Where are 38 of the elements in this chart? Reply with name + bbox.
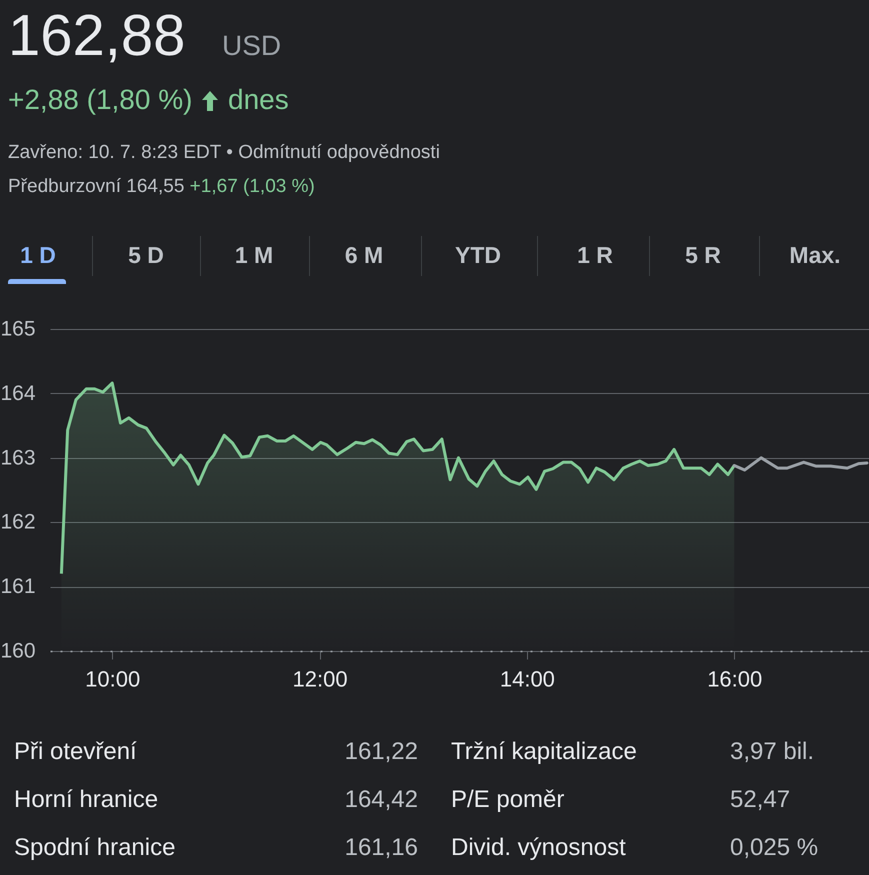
text: Spodní hranice bbox=[14, 834, 176, 862]
text: 52,47 bbox=[730, 786, 790, 814]
line-series bbox=[732, 456, 868, 472]
text: +2,88 (1,80 %) bbox=[8, 84, 192, 116]
x-tick-label: 14:00 bbox=[500, 666, 555, 692]
text: 164,42 bbox=[344, 786, 418, 814]
text: 5 R bbox=[684, 242, 722, 269]
text: Tržní kapitalizace bbox=[451, 738, 637, 766]
x-tick-label: 16:00 bbox=[707, 666, 762, 692]
text: Předburzovní 164,55 bbox=[8, 176, 184, 197]
text: 1 D bbox=[19, 242, 57, 269]
text: 1 M bbox=[234, 242, 274, 269]
text: Při otevření bbox=[14, 738, 137, 766]
text: 5 D bbox=[127, 242, 165, 269]
chart-title: 162,88 bbox=[8, 2, 186, 69]
text: YTD bbox=[454, 242, 502, 269]
y-tick-label: 160 bbox=[0, 640, 36, 662]
text: Divid. výnosnost bbox=[451, 834, 626, 862]
text: 0,025 % bbox=[730, 834, 818, 862]
text: 161,16 bbox=[344, 834, 418, 862]
chart-subtitle: USD bbox=[222, 30, 282, 62]
text: Horní hranice bbox=[14, 786, 158, 814]
y-tick-label: 161 bbox=[0, 575, 36, 598]
y-tick-label: 163 bbox=[0, 446, 36, 470]
text: 6 M bbox=[344, 242, 384, 269]
text: Zavřeno: 10. 7. 8:23 EDT • Odmítnutí odpovědnosti bbox=[8, 142, 440, 164]
text: dnes bbox=[228, 84, 289, 116]
text: 3,97 bil. bbox=[730, 738, 814, 766]
text: 161,22 bbox=[344, 738, 418, 766]
x-tick-label: 12:00 bbox=[292, 666, 348, 692]
y-tick-label: 165 bbox=[0, 318, 36, 340]
text: P/E poměr bbox=[451, 786, 564, 814]
text: +1,67 (1,03 %) bbox=[188, 176, 315, 197]
text: 1 R bbox=[576, 242, 614, 269]
x-tick-label: 10:00 bbox=[85, 666, 140, 692]
y-tick-label: 162 bbox=[0, 510, 36, 534]
y-tick-label: 164 bbox=[0, 382, 36, 405]
text: Max. bbox=[788, 242, 842, 269]
